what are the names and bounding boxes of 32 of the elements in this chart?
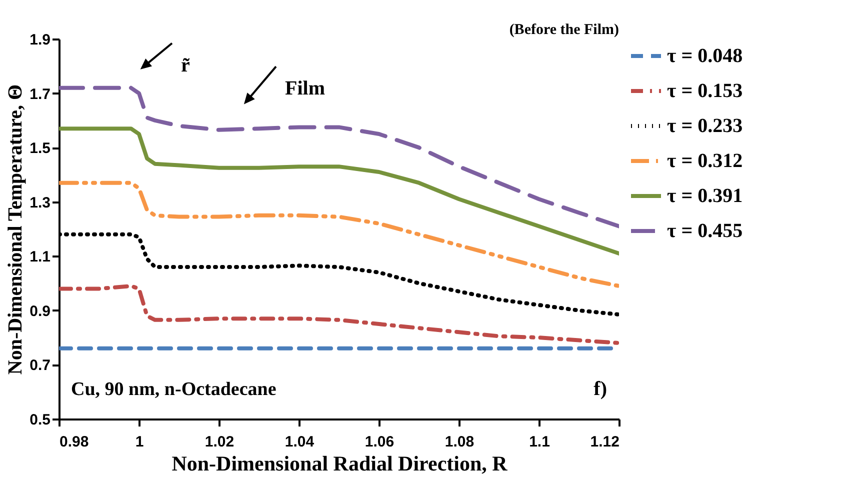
annotation: Cu, 90 nm, n-Octadecane xyxy=(71,379,276,400)
text: (Before the Film) xyxy=(509,22,619,38)
legend-label: τ = 0.455 xyxy=(667,220,743,242)
annotation: r̃ xyxy=(181,54,190,76)
legend-label: τ = 0.312 xyxy=(667,150,743,172)
y-tick-label: 0.9 xyxy=(30,302,50,320)
line-series xyxy=(59,126,619,256)
y-tick-label: 1.9 xyxy=(30,32,50,48)
legend-label: τ = 0.048 xyxy=(667,45,743,67)
x-tick-label: 1.08 xyxy=(444,434,474,450)
annotation: f) xyxy=(594,378,607,400)
x-tick-label: 1.1 xyxy=(529,434,550,450)
legend-label: τ = 0.391 xyxy=(667,185,743,207)
x-axis-title: Non-Dimensional Radial Direction, R xyxy=(172,452,508,476)
legend-label: τ = 0.233 xyxy=(667,115,743,137)
x-tick-label: 1.06 xyxy=(364,434,394,450)
line-series xyxy=(59,284,619,345)
y-tick-label: 1.7 xyxy=(30,86,50,103)
y-tick-label: 0.7 xyxy=(30,357,50,374)
x-tick-label: 1.12 xyxy=(590,434,620,450)
y-tick-label: 1.3 xyxy=(30,194,50,212)
y-axis-title: Non-Dimensional Temperature, Θ xyxy=(4,84,27,375)
y-tick-label: 1.5 xyxy=(30,140,50,158)
annotation: Film xyxy=(285,78,326,100)
x-tick-label: 0.98 xyxy=(60,434,89,450)
x-tick-label: 1.02 xyxy=(204,434,234,450)
legend-label: τ = 0.153 xyxy=(667,80,743,102)
x-tick-label: 1.04 xyxy=(284,434,315,450)
y-tick-label: 0.5 xyxy=(30,412,50,428)
y-tick-label: 1.1 xyxy=(30,248,50,266)
line-series xyxy=(59,180,619,288)
x-tick-label: 1 xyxy=(135,434,144,450)
